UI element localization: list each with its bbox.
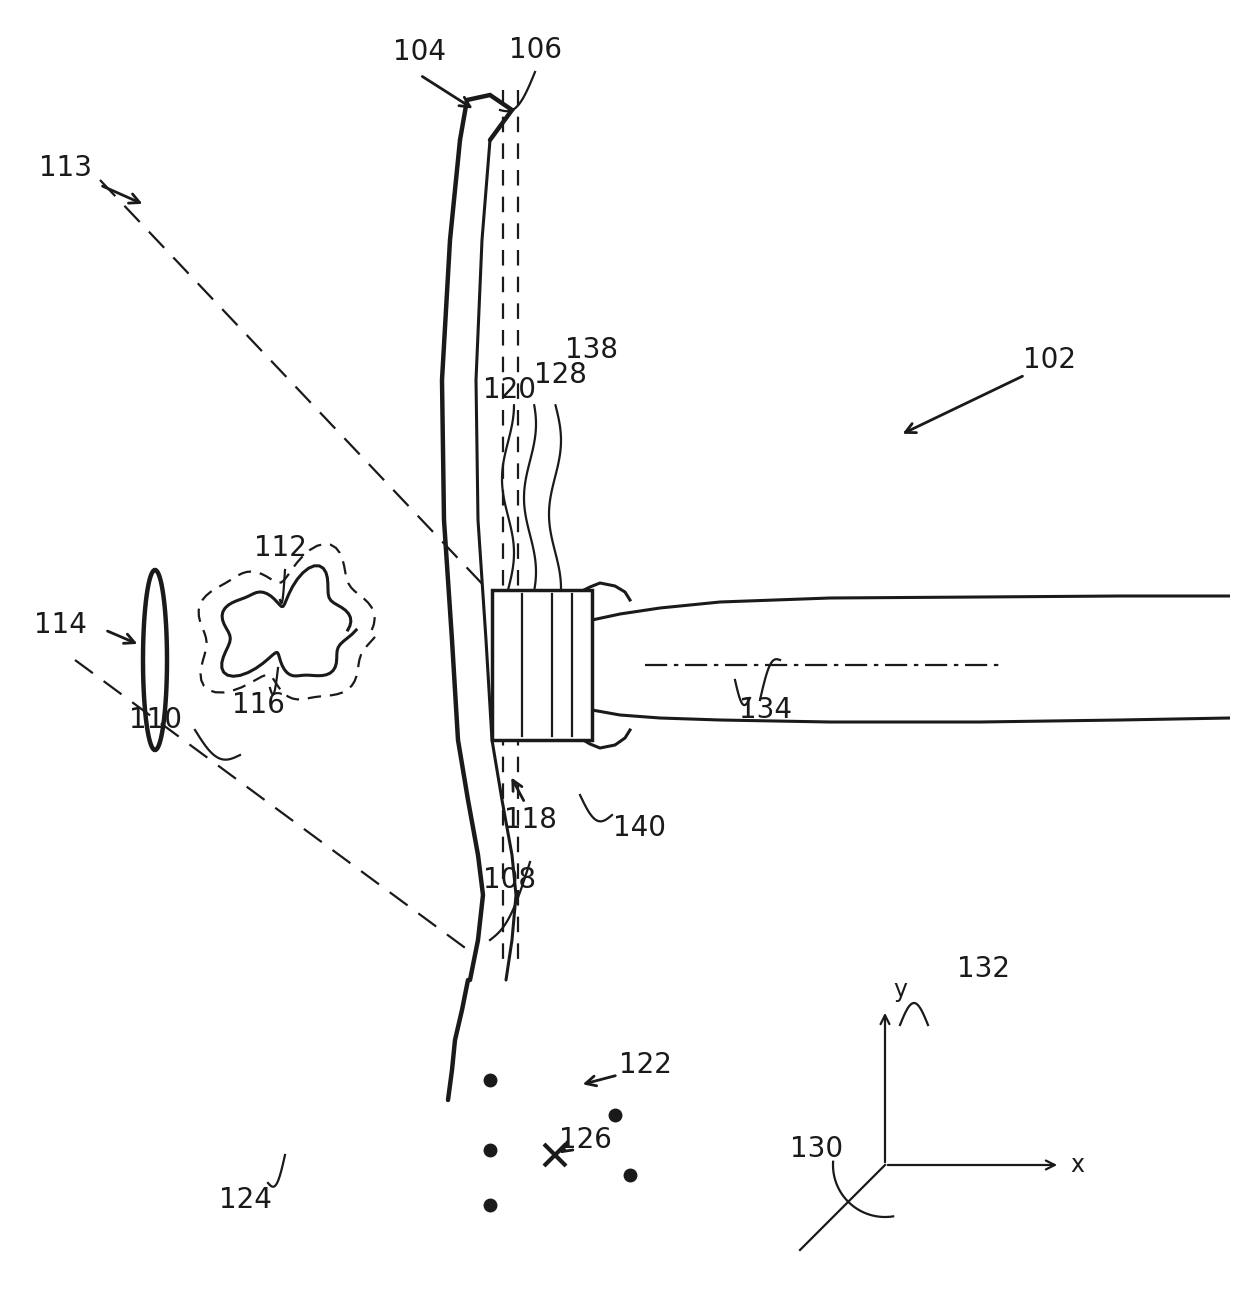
Text: 110: 110 [129, 706, 181, 734]
Text: 132: 132 [957, 954, 1011, 983]
Text: 113: 113 [38, 154, 92, 182]
Text: 104: 104 [393, 38, 446, 66]
Text: x: x [1070, 1154, 1084, 1177]
Text: 130: 130 [790, 1135, 843, 1163]
Text: 138: 138 [565, 336, 619, 365]
Text: 134: 134 [739, 697, 791, 724]
Text: 140: 140 [614, 814, 667, 842]
Text: 122: 122 [619, 1051, 671, 1079]
Text: 118: 118 [503, 806, 557, 835]
Text: 108: 108 [484, 866, 537, 894]
Text: 114: 114 [33, 611, 87, 639]
Text: 120: 120 [484, 376, 537, 404]
Text: 124: 124 [218, 1186, 272, 1213]
Text: y: y [893, 978, 906, 1003]
Text: 102: 102 [1023, 346, 1076, 374]
Text: 126: 126 [558, 1126, 611, 1154]
Text: 116: 116 [232, 691, 284, 719]
Text: 112: 112 [253, 534, 306, 562]
Text: 128: 128 [533, 361, 587, 389]
Bar [492, 590, 591, 740]
Text: 106: 106 [508, 36, 562, 64]
